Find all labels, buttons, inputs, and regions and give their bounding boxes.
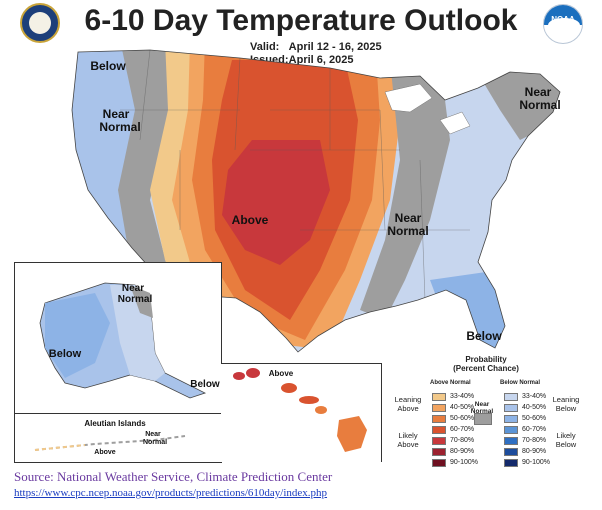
legend-below-swatch bbox=[504, 436, 518, 445]
valid-label: Valid: bbox=[250, 41, 280, 53]
legend-above-row: 60-70% bbox=[432, 424, 478, 435]
source-credit: Source: National Weather Service, Climat… bbox=[14, 469, 333, 484]
alaska-label-below-west: Below bbox=[49, 348, 82, 360]
valid-value: April 12 - 16, 2025 bbox=[288, 41, 382, 53]
label-above-central: Above bbox=[232, 213, 269, 227]
label-near-normal-east: Near Normal bbox=[387, 211, 428, 238]
legend-below-row: 40-50% bbox=[504, 402, 550, 413]
alaska-label-near-normal: Near Normal bbox=[118, 283, 153, 305]
legend-above-row: 40-50% bbox=[432, 402, 478, 413]
state-borders bbox=[120, 50, 470, 301]
legend-above-range-label: 33-40% bbox=[450, 393, 475, 400]
legend-above-swatch bbox=[432, 447, 446, 456]
hawaii-inset: Above bbox=[221, 363, 382, 462]
legend-above-range-label: 70-80% bbox=[450, 437, 475, 444]
legend-above-swatch bbox=[432, 414, 446, 423]
legend-above-row: 33-40% bbox=[432, 391, 478, 402]
legend-above-normal-label: Above Normal bbox=[430, 380, 471, 386]
legend-below-swatch bbox=[504, 392, 518, 401]
aleutian-title: Aleutian Islands bbox=[84, 419, 146, 428]
label-below-southeast: Below bbox=[466, 329, 502, 343]
legend-below-normal-label: Below Normal bbox=[500, 380, 541, 386]
legend-near-normal-label: Near Normal bbox=[470, 401, 494, 415]
legend-above-swatch bbox=[432, 403, 446, 412]
aleutian-inset: Aleutian Islands Near Normal Above bbox=[14, 413, 222, 463]
hawaii-label-above: Above bbox=[269, 369, 294, 378]
legend-below-range-label: 80-90% bbox=[522, 448, 547, 455]
label-near-normal-northeast: Near Normal bbox=[519, 85, 560, 112]
legend-below-swatch bbox=[504, 414, 518, 423]
legend-title: Probability (Percent Chance) bbox=[453, 355, 519, 373]
legend-below-scale: 33-40% 40-50% 50-60% 60-70% 70-80% 80-90% 90-1… bbox=[504, 391, 550, 468]
alaska-label-below-southeast: Below bbox=[190, 379, 220, 390]
hawaii-map: Above bbox=[233, 368, 367, 452]
legend-above-range-label: 50-60% bbox=[450, 415, 475, 422]
legend-near-normal-swatch bbox=[474, 413, 492, 425]
legend-leaning-above: Leaning Above bbox=[394, 395, 422, 413]
legend-above-swatch bbox=[432, 458, 446, 467]
legend-above-row: 90-100% bbox=[432, 457, 478, 468]
department-seal-icon bbox=[20, 3, 60, 43]
legend-above-range-label: 60-70% bbox=[450, 426, 475, 433]
legend-below-range-label: 70-80% bbox=[522, 437, 547, 444]
noaa-logo-icon: NOAA bbox=[543, 4, 583, 44]
aleutian-map: Aleutian Islands Near Normal Above bbox=[34, 419, 186, 456]
legend-above-swatch bbox=[432, 436, 446, 445]
legend-above-swatch bbox=[432, 425, 446, 434]
label-below-northwest: Below bbox=[90, 59, 126, 73]
legend-below-row: 80-90% bbox=[504, 446, 550, 457]
source-link[interactable]: https://www.cpc.ncep.noaa.gov/products/p… bbox=[14, 487, 328, 499]
label-near-normal-west: Near Normal bbox=[99, 107, 140, 134]
legend-likely-above: Likely Above bbox=[397, 431, 419, 449]
legend-below-swatch bbox=[504, 403, 518, 412]
legend-below-range-label: 90-100% bbox=[522, 459, 551, 466]
legend-below-row: 50-60% bbox=[504, 413, 550, 424]
legend-below-range-label: 33-40% bbox=[522, 393, 547, 400]
legend-above-range-label: 40-50% bbox=[450, 404, 475, 411]
legend-below-row: 70-80% bbox=[504, 435, 550, 446]
legend-below-row: 60-70% bbox=[504, 424, 550, 435]
legend-below-swatch bbox=[504, 425, 518, 434]
legend-below-swatch bbox=[504, 458, 518, 467]
legend-above-row: 50-60% bbox=[432, 413, 478, 424]
alaska-inset: Near Normal Below Below bbox=[14, 262, 222, 414]
legend-below-range-label: 50-60% bbox=[522, 415, 547, 422]
page-title: 6-10 Day Temperature Outlook bbox=[84, 4, 518, 37]
legend-leaning-below: Leaning Below bbox=[552, 395, 580, 413]
legend-below-row: 33-40% bbox=[504, 391, 550, 402]
aleutian-label-near-normal: Near Normal bbox=[143, 431, 167, 446]
issued-value: April 6, 2025 bbox=[288, 54, 354, 66]
legend-below-row: 90-100% bbox=[504, 457, 550, 468]
legend-below-range-label: 60-70% bbox=[522, 426, 547, 433]
legend-above-row: 70-80% bbox=[432, 435, 478, 446]
aleutian-label-above: Above bbox=[94, 449, 116, 456]
legend-above-range-label: 90-100% bbox=[450, 459, 479, 466]
legend-likely-below: Likely Below bbox=[555, 431, 577, 449]
legend-above-range-label: 80-90% bbox=[450, 448, 475, 455]
legend-below-swatch bbox=[504, 447, 518, 456]
probability-legend: Probability (Percent Chance) Above Norma… bbox=[386, 355, 586, 468]
legend-above-row: 80-90% bbox=[432, 446, 478, 457]
legend-below-range-label: 40-50% bbox=[522, 404, 547, 411]
great-lakes bbox=[384, 83, 433, 113]
legend-above-scale: 33-40% 40-50% 50-60% 60-70% 70-80% 80-90% 90-1… bbox=[432, 391, 478, 468]
alaska-map: Near Normal Below Below bbox=[39, 282, 220, 399]
legend-above-swatch bbox=[432, 392, 446, 401]
valid-line: Valid: April 12 - 16, 2025 bbox=[250, 41, 382, 53]
